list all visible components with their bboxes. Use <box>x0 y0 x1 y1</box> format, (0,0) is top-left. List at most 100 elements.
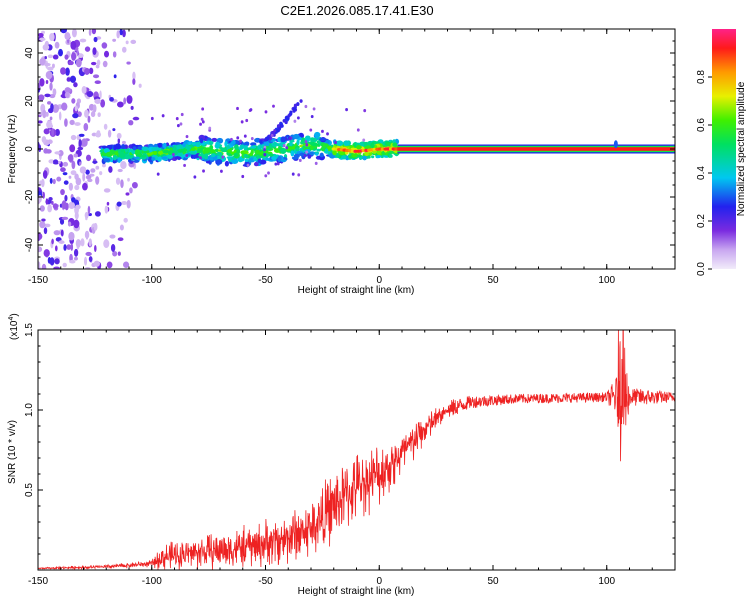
colorbar-ticklabel: 0.4 <box>696 166 707 180</box>
noise-blob <box>95 176 100 185</box>
noise-blob <box>85 154 92 162</box>
noise-blob <box>67 221 72 227</box>
noise-blob <box>55 128 60 137</box>
heatmap-layer <box>38 29 675 269</box>
noise-blob <box>60 29 67 34</box>
noise-blob <box>58 150 64 157</box>
track-blob <box>231 139 236 145</box>
spectrum-x-ticklabel: -150 <box>28 275 48 286</box>
track-blob <box>190 147 196 152</box>
noise-blob <box>51 238 54 245</box>
noise-blob <box>106 261 113 269</box>
noise-blob <box>78 161 82 166</box>
track-blob <box>311 142 318 147</box>
noise-blob <box>90 111 96 118</box>
track-blob <box>310 137 315 143</box>
noise-blob <box>70 170 77 176</box>
noise-blob <box>126 199 131 209</box>
secondary-track-blob <box>293 103 298 108</box>
track-blob <box>287 146 292 151</box>
scatter-blob <box>176 124 180 128</box>
track-blob <box>280 159 287 163</box>
scatter-blob <box>150 116 154 121</box>
noise-blob <box>129 187 133 194</box>
track-blob <box>243 150 249 154</box>
track-blob <box>231 158 239 164</box>
noise-blob <box>61 102 68 111</box>
track-blob <box>133 156 140 160</box>
noise-blob <box>42 44 50 51</box>
noise-blob <box>120 161 127 170</box>
snr-x-ticklabel: 0 <box>376 576 382 587</box>
track-blob <box>227 148 232 154</box>
noise-blob <box>94 80 101 84</box>
scatter-blob <box>200 117 204 121</box>
noise-blob <box>138 83 142 88</box>
track-blob <box>185 144 189 150</box>
spectrum-x-axis: -150 -100 -50 0 50 100 <box>28 29 676 286</box>
secondary-track-blob <box>277 127 282 131</box>
track-blob <box>233 144 239 150</box>
noise-blob <box>69 259 76 264</box>
noise-blob <box>90 168 96 173</box>
track-blob <box>319 152 324 158</box>
scatter-blob <box>239 139 243 143</box>
scatter-blob <box>245 118 249 123</box>
track-blob <box>257 144 262 150</box>
noise-blob <box>38 94 45 101</box>
secondary-track-blob <box>282 118 286 123</box>
noise-blob <box>49 93 56 99</box>
noise-blob <box>62 172 68 176</box>
secondary-track-blob <box>296 102 300 106</box>
scatter-blob <box>309 128 313 132</box>
noise-blob <box>73 153 78 158</box>
scatter-blob <box>356 128 360 132</box>
noise-blob <box>79 166 87 174</box>
spectrum-y-ticklabel: -20 <box>24 189 35 204</box>
noise-blob <box>130 39 137 45</box>
scatter-blob <box>236 136 240 140</box>
noise-blob <box>43 227 48 235</box>
scatter-blob <box>304 104 308 109</box>
noise-blob <box>49 33 55 42</box>
noise-blob <box>119 224 124 231</box>
noise-blob <box>64 91 70 99</box>
noise-blob <box>74 211 79 220</box>
scatter-blob <box>183 163 186 168</box>
track-blob <box>308 151 314 155</box>
scatter-blob <box>175 117 179 121</box>
noise-blob <box>101 42 108 49</box>
noise-blob <box>71 52 77 61</box>
noise-blob <box>87 115 91 123</box>
snr-y-label: SNR (10 * v/v) <box>7 420 18 484</box>
track-blob <box>263 140 270 147</box>
noise-blob <box>101 163 106 168</box>
noise-blob <box>121 46 127 53</box>
noise-blob <box>78 133 85 137</box>
noise-blob <box>60 167 66 173</box>
noise-blob <box>87 205 91 215</box>
snr-y-axis: 0.5 1.0 1.5 <box>24 323 675 571</box>
scatter-blob <box>263 145 267 149</box>
noise-blob <box>66 244 72 250</box>
track-blob <box>226 156 234 160</box>
noise-blob <box>109 96 114 102</box>
noise-blob <box>93 260 100 267</box>
scatter-blob <box>296 116 300 120</box>
spectrum-y-axis: -40 -20 0 20 40 <box>24 28 675 270</box>
track-blob <box>211 137 218 142</box>
noise-blob <box>83 122 89 131</box>
track-blob <box>280 136 286 143</box>
track-blob <box>224 141 228 147</box>
noise-blob <box>72 113 79 119</box>
scatter-blob <box>272 104 275 108</box>
track-blob <box>314 131 321 138</box>
noise-blob <box>39 57 46 66</box>
track-blob <box>253 161 259 167</box>
track-blob <box>244 158 249 163</box>
track-blob <box>215 141 220 146</box>
noise-blob <box>71 160 76 170</box>
snr-x-axis: -150 -100 -50 0 50 100 <box>28 330 676 587</box>
noise-blob <box>39 78 45 87</box>
noise-blob <box>52 54 59 60</box>
